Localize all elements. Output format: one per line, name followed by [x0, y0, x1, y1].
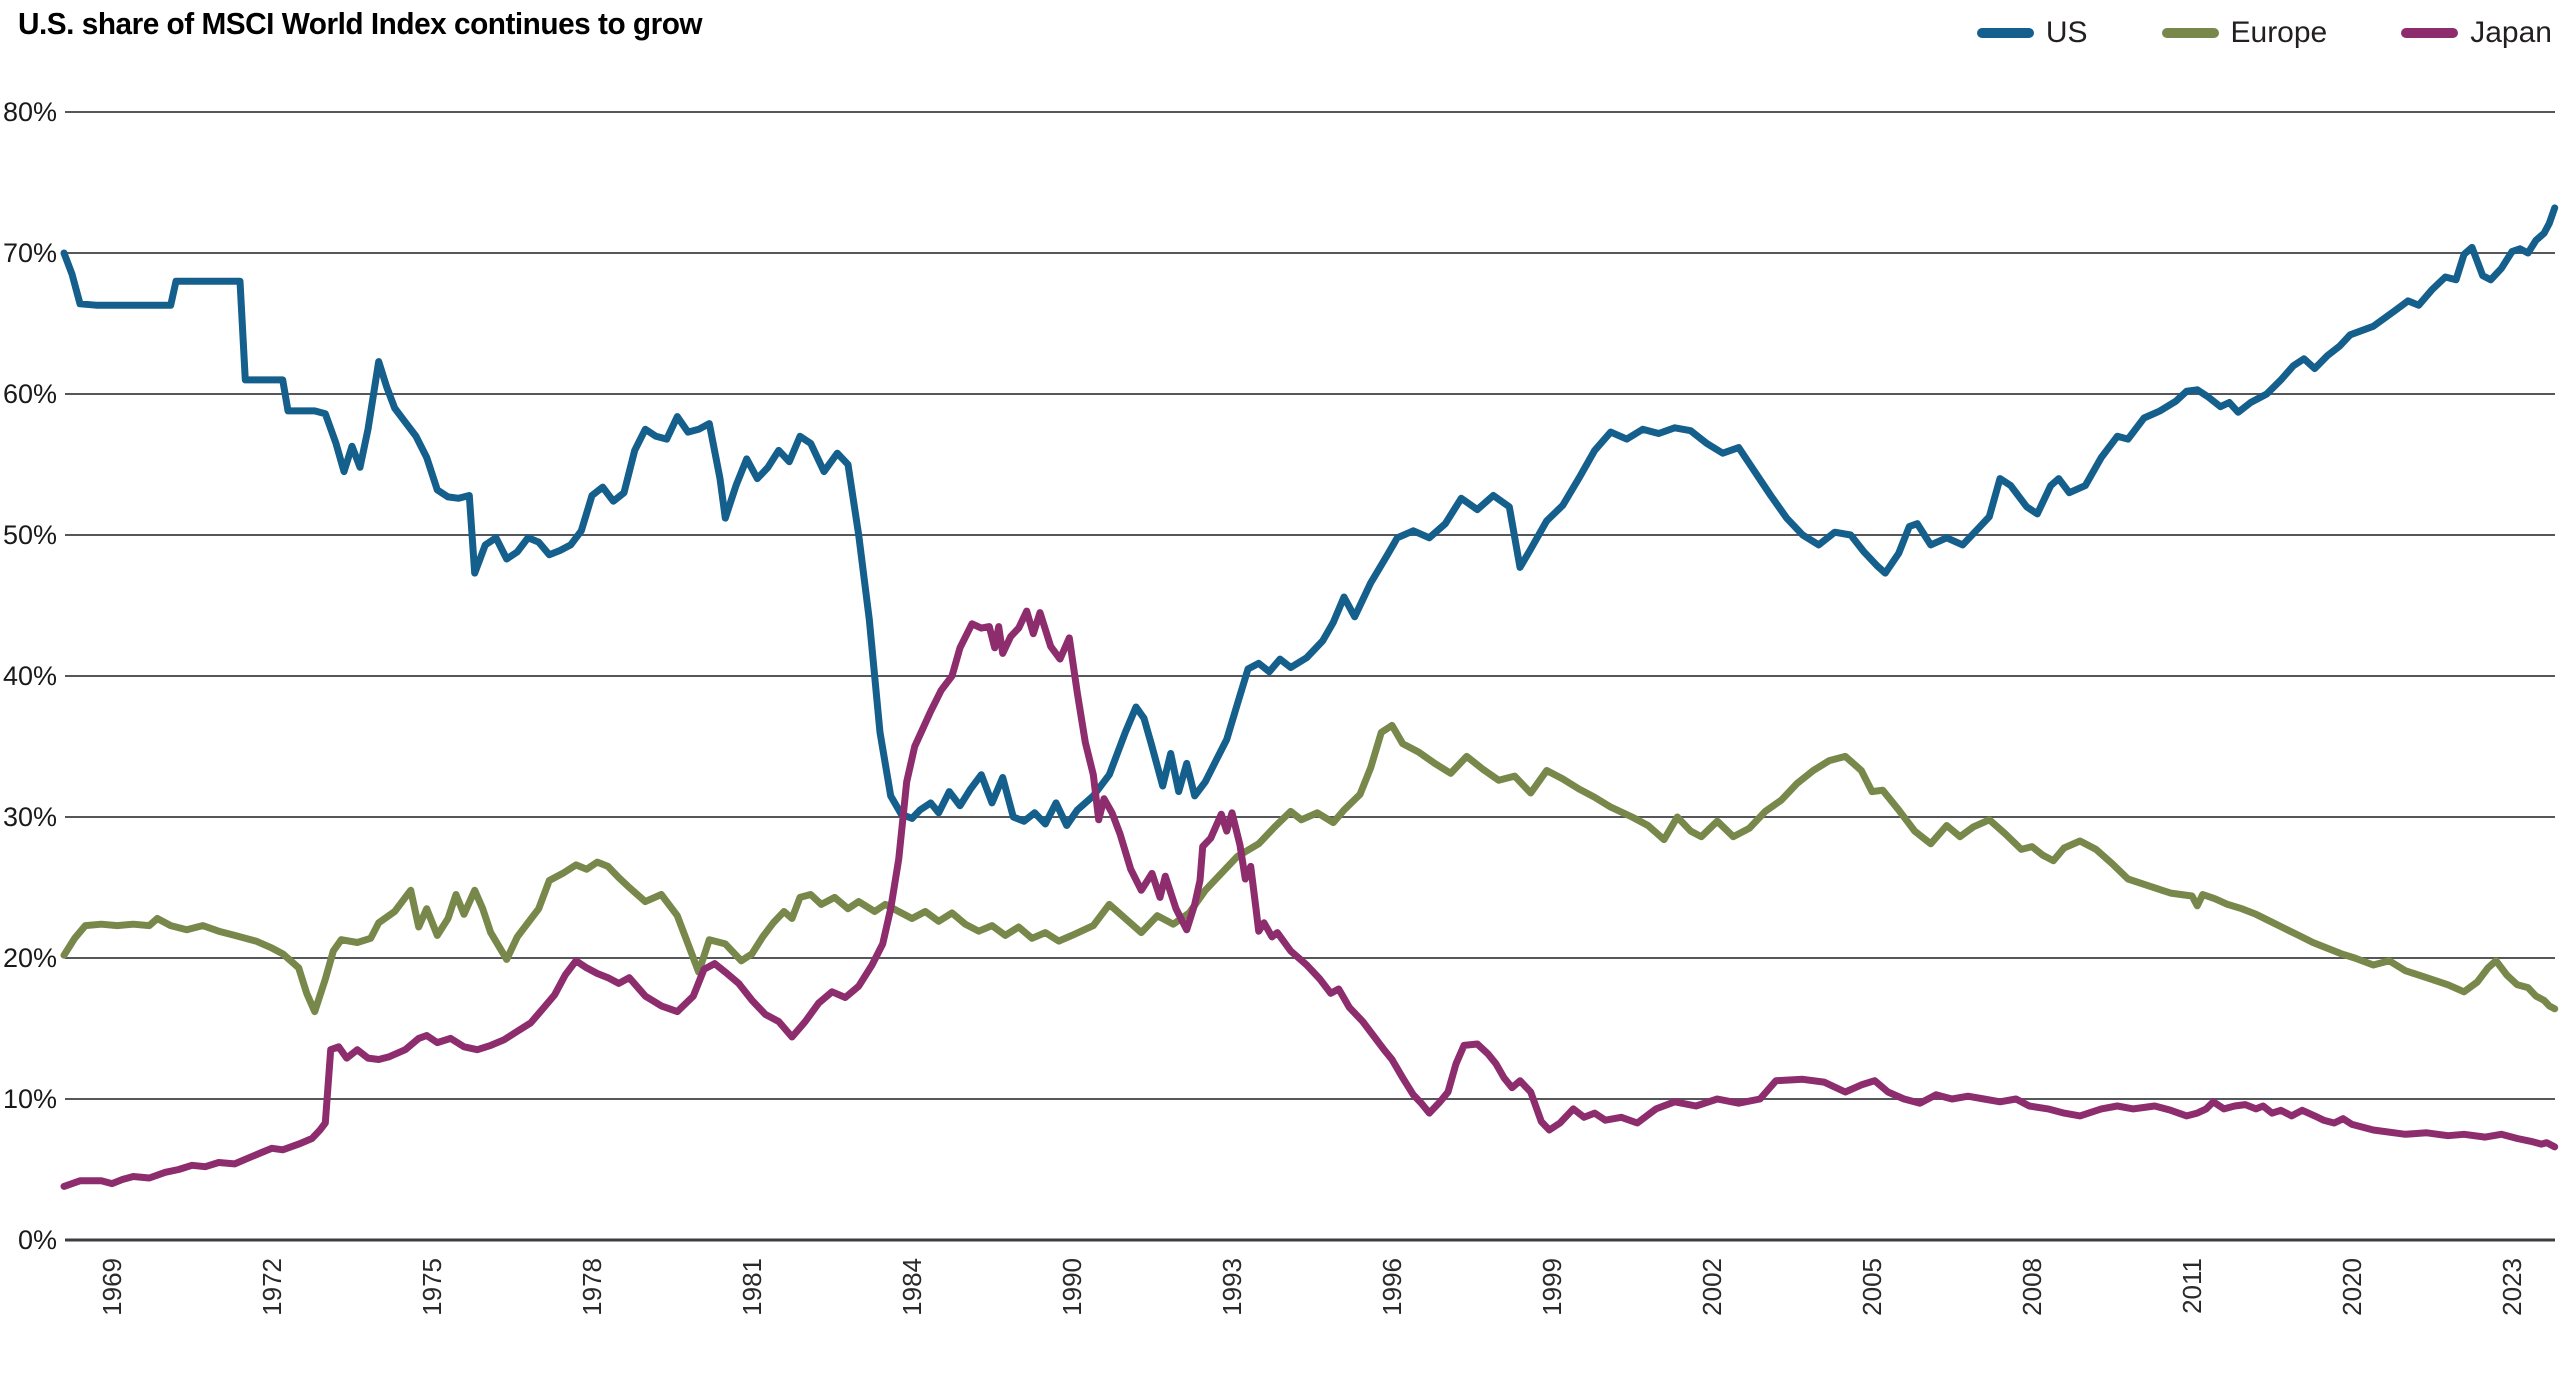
- y-tick-label-70: 70%: [3, 238, 57, 268]
- x-tick-label-1978: 1978: [577, 1258, 607, 1316]
- x-tick-label-1996: 1996: [1377, 1258, 1407, 1316]
- y-tick-label-50: 50%: [3, 520, 57, 550]
- x-tick-label-2005: 2005: [1857, 1258, 1887, 1316]
- y-tick-label-20: 20%: [3, 943, 57, 973]
- legend-item-us: US: [1976, 16, 2088, 50]
- x-tick-label-1981: 1981: [737, 1258, 767, 1316]
- x-tick-label-2023: 2023: [2497, 1258, 2527, 1316]
- europe-line-swatch: [2161, 28, 2219, 38]
- y-tick-label-10: 10%: [3, 1084, 57, 1114]
- x-tick-label-1972: 1972: [257, 1258, 287, 1316]
- x-tick-label-1990: 1990: [1057, 1258, 1087, 1316]
- series-line-europe: [60, 721, 2559, 1016]
- legend-item-europe: Europe: [2161, 16, 2328, 50]
- x-tick-label-1993: 1993: [1217, 1258, 1247, 1316]
- chart-title: U.S. share of MSCI World Index continues…: [18, 6, 703, 41]
- x-tick-label-1975: 1975: [417, 1258, 447, 1316]
- y-tick-label-60: 60%: [3, 379, 57, 409]
- x-tick-label-2011: 2011: [2177, 1258, 2207, 1314]
- y-tick-label-40: 40%: [3, 661, 57, 691]
- legend: US Europe Japan: [1976, 16, 2552, 50]
- series-line-japan: [60, 607, 2559, 1190]
- legend-item-japan: Japan: [2401, 16, 2552, 50]
- us-line-swatch: [1976, 28, 2034, 38]
- y-tick-label-80: 80%: [3, 97, 57, 127]
- x-tick-label-1969: 1969: [97, 1258, 127, 1316]
- series-line-us: [60, 204, 2559, 829]
- x-tick-label-2008: 2008: [2017, 1258, 2047, 1316]
- legend-label-us: US: [2045, 16, 2088, 49]
- x-tick-label-1999: 1999: [1537, 1258, 1567, 1316]
- x-tick-label-1984: 1984: [897, 1258, 927, 1316]
- legend-label-europe: Europe: [2230, 16, 2328, 49]
- japan-line-swatch: [2401, 28, 2459, 38]
- x-tick-label-2020: 2020: [2337, 1258, 2367, 1316]
- y-tick-label-30: 30%: [3, 802, 57, 832]
- legend-label-japan: Japan: [2470, 16, 2552, 49]
- x-tick-label-2002: 2002: [1697, 1258, 1727, 1316]
- y-tick-label-0: 0%: [18, 1225, 57, 1255]
